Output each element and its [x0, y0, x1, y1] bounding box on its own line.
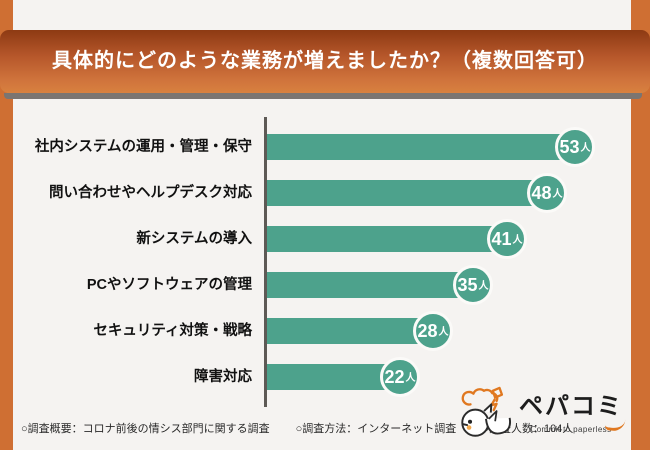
category-label: 問い合わせやヘルプデスク対応: [49, 185, 252, 201]
value-badge: 41 人: [487, 219, 527, 259]
value-badge: 22 人: [380, 357, 420, 397]
value-badge: 28 人: [413, 311, 453, 351]
brand-text-block: ペパコミ Commit to paperless: [519, 393, 626, 434]
category-label: PCやソフトウェアの管理: [86, 277, 252, 293]
value-unit: 人: [478, 281, 489, 292]
horizontal-bar-chart: 社内システムの運用・管理・保守 53 人問い合わせやヘルプデスク対応 48 人新システム…: [0, 117, 650, 407]
survey-note-item: ○調査方法：インターネット調査: [295, 423, 457, 435]
bar-row: 障害対応 22 人: [0, 354, 650, 400]
brand-name: ペパコミ: [519, 393, 623, 421]
value-unit: 人: [438, 327, 449, 338]
bar-row: セキュリティ対策・戦略 28 人: [0, 308, 650, 354]
value-unit: 人: [512, 235, 523, 246]
left-accent-stripe: [0, 0, 13, 450]
category-label: 社内システムの運用・管理・保守: [34, 139, 252, 155]
value-badge: 53 人: [555, 127, 595, 167]
page-title: 具体的にどのような業務が増えましたか？（複数回答可）: [52, 50, 598, 72]
bar-row: PCやソフトウェアの管理 35 人: [0, 262, 650, 308]
value-number: 35: [457, 275, 478, 295]
brand-tagline: Commit to paperless: [530, 424, 612, 434]
right-accent-stripe: [631, 0, 650, 450]
value-number: 53: [559, 137, 580, 157]
value-badge: 35 人: [453, 265, 493, 305]
value-unit: 人: [580, 143, 591, 154]
value-number: 48: [531, 183, 552, 203]
brand-underline-swoosh: [604, 418, 626, 432]
bar: [267, 364, 392, 390]
value-number: 22: [384, 367, 405, 387]
bar-rows: 社内システムの運用・管理・保守 53 人問い合わせやヘルプデスク対応 48 人新システム…: [0, 124, 650, 400]
bar: [267, 134, 567, 160]
value-badge: 48 人: [527, 173, 567, 213]
category-label: 新システムの導入: [136, 231, 252, 247]
survey-notes: ○調査概要：コロナ前後の情シス部門に関する調査 ○調査方法：インターネット調査 ○調…: [21, 420, 573, 436]
category-label: 障害対応: [194, 369, 252, 385]
bar-row: 新システムの導入 41 人: [0, 216, 650, 262]
bar-row: 問い合わせやヘルプデスク対応 48 人: [0, 170, 650, 216]
chick-with-paper-icon: [461, 386, 511, 437]
bar-row: 社内システムの運用・管理・保守 53 人: [0, 124, 650, 170]
value-number: 28: [417, 321, 438, 341]
value-unit: 人: [552, 189, 563, 200]
brand-logo: ペパコミ Commit to paperless: [456, 384, 626, 444]
bar: [267, 180, 539, 206]
bar: [267, 318, 425, 344]
chart-title-banner: 具体的にどのような業務が増えましたか？（複数回答可）: [0, 30, 650, 99]
survey-note-item: ○調査概要：コロナ前後の情シス部門に関する調査: [21, 423, 270, 435]
value-number: 41: [491, 229, 512, 249]
value-unit: 人: [405, 373, 416, 384]
bar: [267, 272, 465, 298]
bar: [267, 226, 499, 252]
y-axis-line: [264, 117, 267, 407]
category-label: セキュリティ対策・戦略: [93, 323, 252, 339]
